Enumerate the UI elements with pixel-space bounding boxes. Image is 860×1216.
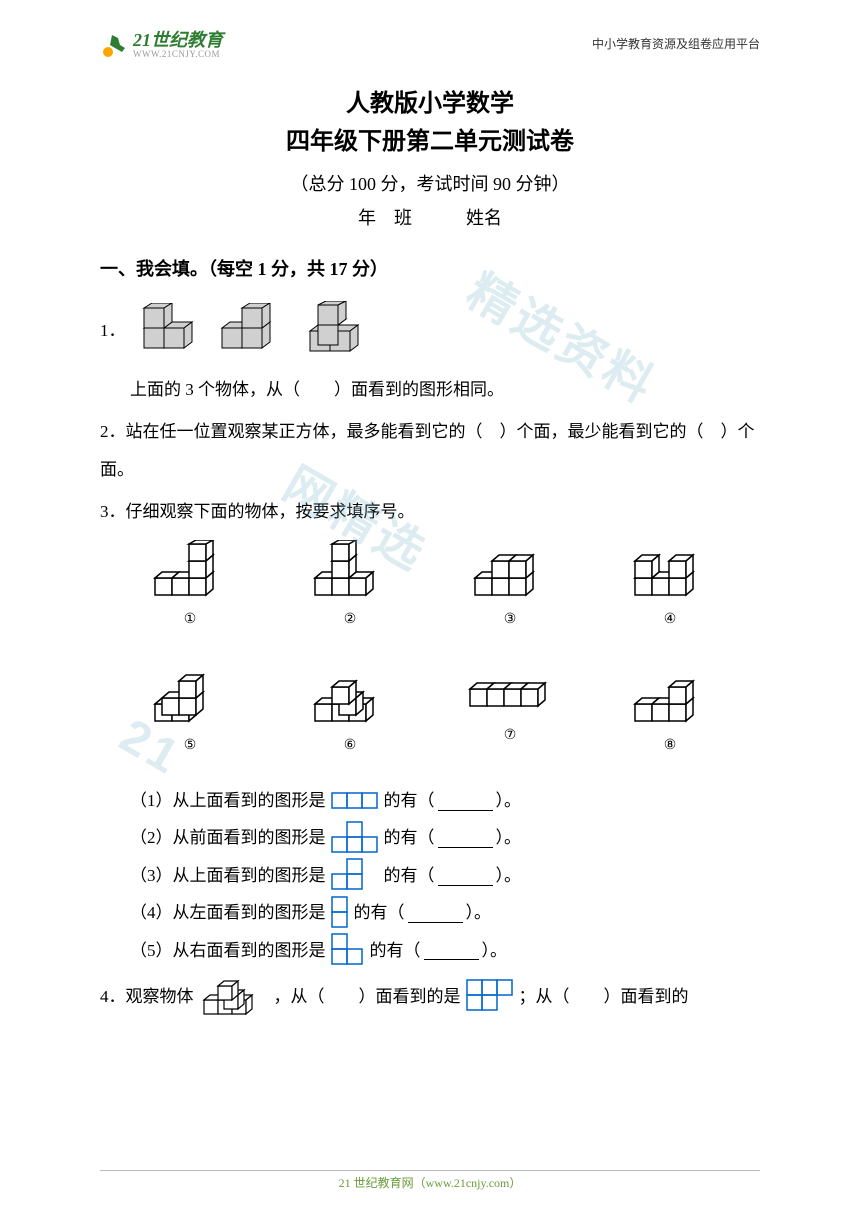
- q1-number: 1．: [100, 312, 126, 349]
- q3-sub2: （2）从前面看到的图形是 的有（）。: [130, 819, 760, 856]
- logo-url: WWW.21CNJY.COM: [133, 49, 223, 59]
- grid-l-shape-icon: [331, 858, 379, 892]
- q3-sub1: （1）从上面看到的图形是 的有（）。: [130, 782, 760, 819]
- question-1: 1．: [100, 301, 760, 408]
- shape-8: ⑧: [620, 666, 720, 762]
- section-1-header: 一、我会填。（每空 1 分，共 17 分）: [100, 255, 760, 281]
- label-7: ⑦: [460, 721, 560, 752]
- logo-text: 21世纪教育: [133, 31, 223, 49]
- q3-shapes-grid: ① ② ③: [140, 540, 720, 762]
- grid-l-shape2-icon: [331, 933, 365, 967]
- grid-1x2v-icon: [331, 896, 349, 930]
- q1-text: 上面的 3 个物体，从（ ）面看到的图形相同。: [130, 371, 760, 408]
- grid-2x3-icon: [466, 979, 514, 1013]
- question-2: 2．站在任一位置观察某正方体，最多能看到它的（ ）个面，最少能看到它的（ ）个 …: [100, 413, 760, 488]
- cube-group-3: [300, 301, 390, 361]
- header-right-text: 中小学教育资源及组卷应用平台: [592, 35, 760, 52]
- shape-2: ②: [300, 540, 400, 636]
- q3-sub4: （4）从左面看到的图形是 的有（）。: [130, 894, 760, 931]
- shape-3: ③: [460, 540, 560, 636]
- logo-icon: [100, 30, 130, 60]
- q3-sub3: （3）从上面看到的图形是 的有（）。: [130, 857, 760, 894]
- shape-1: ①: [140, 540, 240, 636]
- label-5: ⑤: [140, 731, 240, 762]
- title-info: （总分 100 分，考试时间 90 分钟）: [100, 170, 760, 196]
- blank: [438, 790, 493, 810]
- q4-cube-shape: [199, 974, 269, 1019]
- blank: [424, 940, 479, 960]
- shape-5: ⑤: [140, 666, 240, 762]
- label-8: ⑧: [620, 731, 720, 762]
- label-1: ①: [140, 605, 240, 636]
- blank: [438, 828, 493, 848]
- label-6: ⑥: [300, 731, 400, 762]
- grid-t-shape-icon: [331, 821, 379, 855]
- footer-text: 21 世纪教育网（www.21cnjy.com）: [100, 1174, 760, 1191]
- label-4: ④: [620, 605, 720, 636]
- content: 一、我会填。（每空 1 分，共 17 分） 1．: [100, 255, 760, 1019]
- title-line1: 人教版小学数学: [100, 85, 760, 123]
- shape-7: ⑦: [460, 666, 560, 762]
- shape-6: ⑥: [300, 666, 400, 762]
- page-footer: 21 世纪教育网（www.21cnjy.com）: [100, 1170, 760, 1191]
- question-4: 4．观察物体 ，从（ ）面看到的是 ；从（ ）面看到的: [100, 974, 760, 1019]
- title-block: 人教版小学数学 四年级下册第二单元测试卷 （总分 100 分，考试时间 90 分…: [100, 85, 760, 230]
- cube-group-2: [212, 303, 292, 358]
- label-2: ②: [300, 605, 400, 636]
- q3-sub5: （5）从右面看到的图形是 的有（）。: [130, 932, 760, 969]
- shape-4: ④: [620, 540, 720, 636]
- question-3: 3．仔细观察下面的物体，按要求填序号。 ①: [100, 493, 760, 969]
- q3-text: 3．仔细观察下面的物体，按要求填序号。: [100, 493, 760, 530]
- logo-area: 21世纪教育 WWW.21CNJY.COM: [100, 30, 223, 60]
- label-3: ③: [460, 605, 560, 636]
- title-line2: 四年级下册第二单元测试卷: [100, 123, 760, 161]
- blank: [408, 903, 463, 923]
- page-header: 21世纪教育 WWW.21CNJY.COM 中小学教育资源及组卷应用平台: [100, 30, 760, 60]
- cube-group-1: [134, 303, 204, 358]
- grid-1x3-icon: [331, 792, 379, 810]
- student-info-line: 年 班 姓名: [100, 204, 760, 230]
- blank: [438, 865, 493, 885]
